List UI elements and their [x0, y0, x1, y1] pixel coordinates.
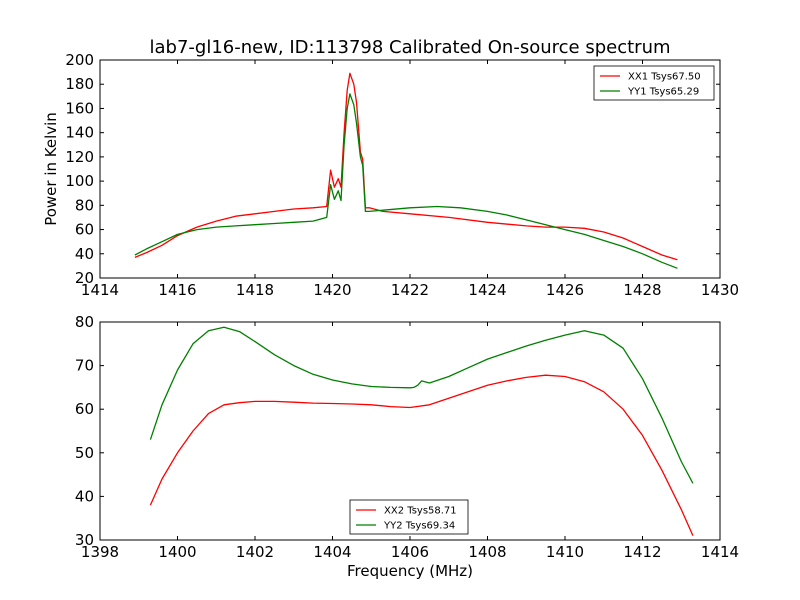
upper-x-tick-label: 1424 — [468, 281, 506, 299]
lower-y-tick-label: 80 — [75, 313, 94, 331]
lower-x-tick-label: 1398 — [81, 543, 119, 561]
lower-y-tick-label: 50 — [75, 444, 94, 462]
lower-legend-label-0: XX2 Tsys58.71 — [384, 506, 457, 517]
lower-legend-label-1: YY2 Tsys69.34 — [383, 521, 455, 532]
upper-panel: 1414 1416 1418 1420 1422 1424 1426 1428 1430 20 40… — [42, 51, 739, 299]
lower-x-tick-label: 1410 — [546, 543, 584, 561]
upper-y-tick-label: 100 — [65, 172, 94, 190]
upper-x-tick-label: 1430 — [701, 281, 739, 299]
upper-series-line-0 — [134, 72, 678, 261]
lower-ticks: 1398 1400 1402 1404 1406 1408 1410 1412 1414 30 40… — [75, 313, 739, 561]
lower-y-tick-label: 30 — [75, 531, 94, 549]
lower-x-tick-label: 1402 — [236, 543, 274, 561]
lower-series-line-0 — [149, 374, 694, 536]
lower-panel: 1398 1400 1402 1404 1406 1408 1410 1412 1414 30 40… — [75, 313, 739, 580]
upper-y-tick-label: 160 — [65, 99, 94, 117]
lower-x-tick-label: 1412 — [623, 543, 661, 561]
upper-y-tick-label: 180 — [65, 75, 94, 93]
lower-legend-box — [349, 499, 469, 535]
lower-series-group — [149, 326, 694, 536]
upper-legend-box — [593, 65, 715, 101]
upper-x-tick-label: 1426 — [546, 281, 584, 299]
upper-series-group — [134, 72, 678, 269]
upper-y-tick-label: 60 — [75, 221, 94, 239]
upper-y-tick-label: 80 — [75, 196, 94, 214]
upper-y-tick-label: 200 — [65, 51, 94, 69]
upper-y-tick-label: 20 — [75, 269, 94, 287]
upper-legend-label-0: XX1 Tsys67.50 — [628, 72, 701, 83]
lower-y-tick-label: 70 — [75, 357, 94, 375]
upper-legend-label-1: YY1 Tsys65.29 — [627, 87, 699, 98]
upper-x-tick-label: 1418 — [236, 281, 274, 299]
lower-y-tick-label: 40 — [75, 487, 94, 505]
upper-y-tick-label: 40 — [75, 245, 94, 263]
lower-x-axis-label: Frequency (MHz) — [347, 562, 473, 580]
lower-y-tick-label: 60 — [75, 400, 94, 418]
lower-x-tick-label: 1404 — [313, 543, 351, 561]
lower-x-tick-label: 1408 — [468, 543, 506, 561]
lower-x-tick-label: 1400 — [158, 543, 196, 561]
lower-x-tick-label: 1414 — [701, 543, 739, 561]
upper-series-line-1 — [134, 93, 678, 269]
upper-x-tick-label: 1416 — [158, 281, 196, 299]
upper-x-tick-label: 1414 — [81, 281, 119, 299]
upper-y-tick-label: 140 — [65, 124, 94, 142]
lower-legend: XX2 Tsys58.71 YY2 Tsys69.34 — [349, 499, 469, 535]
upper-x-tick-label: 1428 — [623, 281, 661, 299]
upper-x-tick-label: 1422 — [391, 281, 429, 299]
upper-x-tick-label: 1420 — [313, 281, 351, 299]
upper-y-tick-label: 120 — [65, 148, 94, 166]
chart-title: lab7-gl16-new, ID:113798 Calibrated On-s… — [149, 37, 670, 58]
lower-series-line-1 — [149, 326, 694, 484]
upper-y-axis-label: Power in Kelvin — [42, 112, 60, 226]
lower-x-tick-label: 1406 — [391, 543, 429, 561]
upper-legend: XX1 Tsys67.50 YY1 Tsys65.29 — [593, 65, 715, 101]
upper-ticks: 1414 1416 1418 1420 1422 1424 1426 1428 1430 20 40… — [65, 51, 739, 299]
